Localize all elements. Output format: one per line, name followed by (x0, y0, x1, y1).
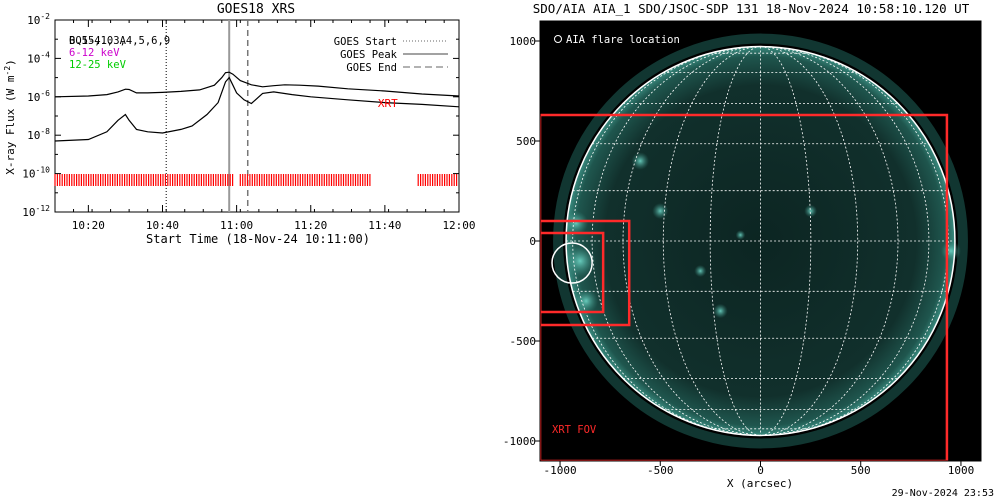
aia-y-tick-label: 1000 (510, 35, 537, 48)
goes-channel-label-overlap-a: 0.5-4.0 A (69, 35, 127, 47)
goes-channel-label: 12-25 keV (69, 59, 127, 71)
goes-legend-label: GOES End (346, 62, 397, 74)
aia-x-tick-label: 1000 (948, 464, 975, 477)
goes-y-axis-label: X-ray Flux (W m-2) (3, 59, 17, 175)
aia-image-title: SDO/AIA AIA_1 SDO/JSOC-SDP 131 18-Nov-20… (533, 1, 970, 16)
active-region (804, 204, 818, 218)
goes-y-tick-label: 10-2 (27, 12, 50, 27)
active-region (713, 303, 728, 319)
goes-y-tick-label: 10-6 (27, 89, 50, 104)
goes-x-tick-label: 11:20 (294, 219, 327, 232)
goes-x-tick-label: 11:00 (220, 219, 253, 232)
aia-x-axis-label: X (arcsec) (727, 477, 793, 490)
goes-channel-label: 6-12 keV (69, 47, 120, 59)
goes-x-tick-label: 10:20 (72, 219, 105, 232)
aia-y-tick-label: 0 (529, 235, 536, 248)
longitude-line (760, 46, 930, 436)
goes-x-axis-label: Start Time (18-Nov-24 10:11:00) (146, 232, 370, 246)
goes-y-tick-label: 10-8 (27, 127, 50, 142)
active-region (564, 244, 597, 278)
active-region (694, 264, 707, 278)
aia-x-tick-label: 0 (757, 464, 764, 477)
aia-y-tick-label: -500 (510, 335, 537, 348)
longitude-line (760, 46, 899, 436)
xrt-label: XRT (378, 97, 398, 110)
goes-y-tick-label: 10-12 (22, 204, 50, 219)
aia-x-tick-label: -1000 (543, 464, 576, 477)
goes-channel-label-overlap-b: BQ15,1,3,4,5,6,9 (69, 35, 170, 47)
flare-legend-marker (554, 35, 562, 43)
goes-xrs-chart: 10-12 10-10 10-8 10-6 10-4 10-2 10:20 10:40 11:0… (3, 2, 476, 246)
goes-chart-title: GOES18 XRS (217, 2, 295, 17)
goes-legend-label: GOES Start (334, 36, 397, 48)
active-region (652, 202, 669, 220)
xrt-pointing-box (540, 219, 631, 327)
aia-y-tick-label: 500 (516, 135, 536, 148)
goes-flux-curve-2 (54, 76, 460, 142)
solar-disk (566, 46, 955, 436)
solar-limb (565, 45, 956, 437)
active-region (631, 152, 650, 170)
active-region (940, 240, 961, 262)
goes-flux-curve-1 (54, 71, 460, 98)
goes-x-tick-label: 11:40 (368, 219, 401, 232)
longitude-line (572, 46, 761, 436)
goes-y-tick-label: 10-4 (27, 50, 50, 65)
active-region (574, 288, 599, 314)
xrt-fov-box (540, 113, 949, 461)
longitude-line (709, 46, 761, 436)
aia-x-tick-label: 500 (851, 464, 871, 477)
aia-image-content (540, 33, 968, 461)
timestamp-label: 29-Nov-2024 23:53 (892, 488, 994, 499)
flare-legend-label: AIA flare location (566, 34, 680, 46)
solar-corona-glow (553, 33, 968, 449)
goes-x-tick-label: 12:00 (442, 219, 475, 232)
goes-x-tick-label: 10:40 (146, 219, 179, 232)
xrt-fov-label: XRT FOV (552, 424, 597, 436)
xrt-pointing-box (540, 231, 605, 314)
active-region (564, 210, 589, 236)
aia-y-tick-label: -1000 (503, 435, 536, 448)
active-region (735, 230, 746, 240)
aia-x-tick-label: -500 (647, 464, 674, 477)
longitude-line (622, 46, 761, 436)
longitude-line (760, 46, 812, 436)
flare-location-circle (551, 242, 593, 284)
goes-y-tick-label: 10-10 (22, 166, 50, 181)
goes-legend-label: GOES Peak (340, 49, 398, 61)
longitude-line (591, 46, 761, 436)
